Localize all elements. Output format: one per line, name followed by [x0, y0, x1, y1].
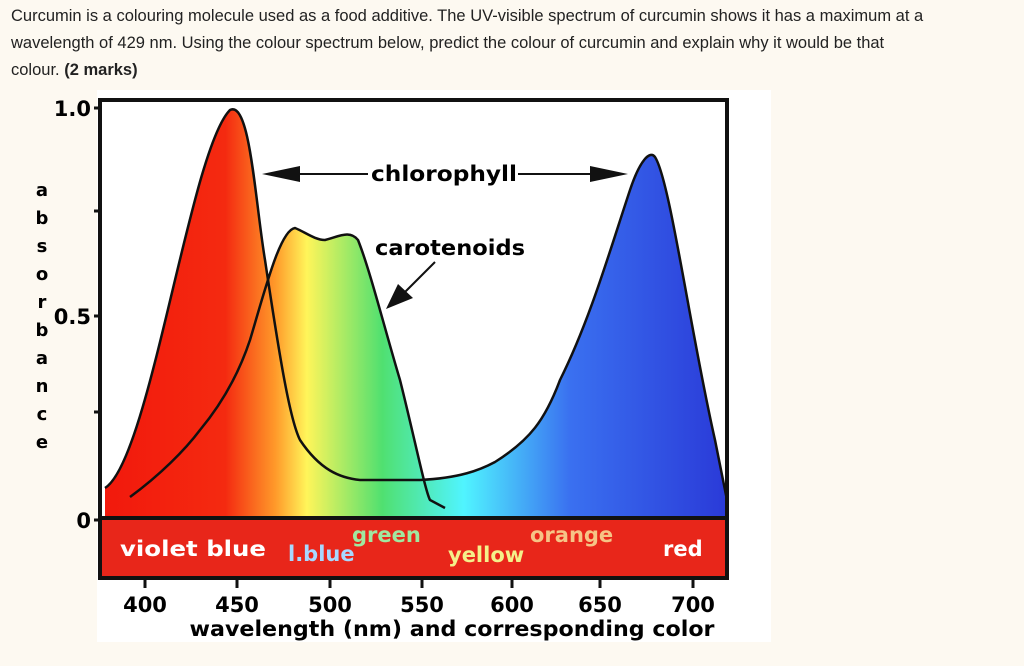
band-label: orange: [530, 523, 613, 547]
y-tick-label: 0: [76, 509, 91, 533]
x-tick-label: 450: [215, 593, 259, 617]
x-tick-label: 500: [308, 593, 352, 617]
curve-label: chlorophyll: [371, 162, 517, 186]
y-tick-label: 1.0: [54, 97, 91, 121]
x-tick-label: 650: [578, 593, 622, 617]
band-label: yellow: [448, 543, 524, 567]
x-tick-label: 550: [400, 593, 444, 617]
x-tick-label: 700: [671, 593, 715, 617]
y-tick-label: 0.5: [54, 305, 91, 329]
arrow-head: [386, 284, 413, 309]
band-label: l.blue: [288, 542, 355, 566]
question-line: Curcumin is a colouring molecule used as…: [11, 7, 924, 25]
color-band: [98, 516, 729, 580]
question-line: wavelength of 429 nm. Using the colour s…: [11, 34, 885, 52]
band-label: green: [352, 523, 421, 547]
marks: (2 marks): [64, 61, 138, 79]
x-ticks: [143, 578, 695, 588]
curve-label: carotenoids: [375, 236, 525, 260]
arrow-head: [262, 166, 300, 182]
arrow-line: [404, 261, 436, 293]
question-line: colour. (2 marks): [11, 57, 1016, 84]
band-label: red: [663, 537, 703, 561]
question: Curcumin is a colouring molecule used as…: [11, 3, 1016, 84]
x-tick-label: 400: [123, 593, 167, 617]
question-line-end: colour.: [11, 61, 60, 79]
carotenoid-curve: [129, 226, 446, 510]
arrow-head: [590, 166, 628, 182]
x-axis-label: wavelength (nm) and corresponding color: [190, 617, 716, 641]
y-axis-label: absorbance: [32, 180, 53, 460]
x-tick-label: 600: [490, 593, 534, 617]
carotenoid-area: [200, 228, 430, 518]
chlorophyll-curve: [104, 108, 729, 501]
band-label: violet blue: [120, 537, 266, 561]
